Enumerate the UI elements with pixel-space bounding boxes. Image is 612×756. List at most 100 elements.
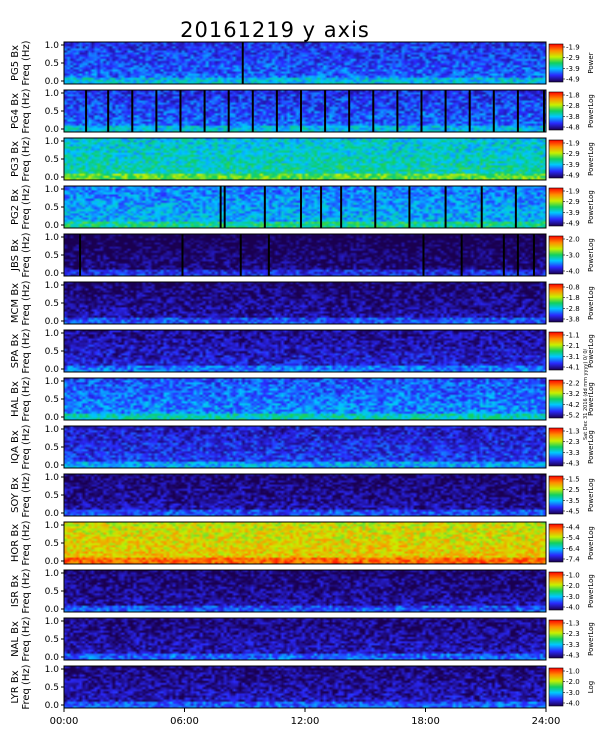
colorbar-tick-label: -6.4	[566, 545, 580, 553]
panel-spa: 1.0 0.5 0.0 SPA BxFreq (Hz) -1.1 -2.1 -3.1 -4.1…	[10, 328, 595, 375]
colorbar-tick-label: -2.0	[566, 678, 580, 686]
y-tick-label: 0.5	[45, 443, 59, 453]
y-tick-label: 1.0	[45, 41, 60, 51]
panel-lyr: 1.0 0.5 0.0 LYR BxFreq (Hz) -1.0 -2.0 -3.0 -4.0…	[10, 664, 595, 711]
y-tick-label: 1.0	[45, 377, 60, 387]
y-tick-label: 0.0	[45, 221, 60, 231]
panel-pg3: 1.0 0.5 0.0 PG3 BxFreq (Hz) -1.9 -2.9 -3.9 -4.9…	[10, 136, 595, 183]
data-gap-pg4	[107, 90, 110, 132]
colorbar-tick-label: -7.4	[566, 556, 580, 564]
y-tick-label: 0.5	[45, 587, 59, 597]
y-tick-label: 0.0	[45, 77, 60, 87]
colorbar-tick-label: -4.9	[566, 220, 580, 228]
colorbar-tick-label: -3.2	[566, 390, 580, 398]
y-tick-label: 0.5	[45, 347, 59, 357]
colorbar-tick-label: -1.5	[566, 476, 580, 484]
y-axis-label-line1: SOY Bx	[10, 477, 21, 513]
colorbar-tick-label: -1.8	[566, 294, 580, 302]
spectrogram-pg5	[64, 42, 546, 84]
y-axis-label-line1: JBS Bx	[10, 239, 21, 272]
colorbar-pg2	[548, 187, 564, 227]
colorbar-tick-label: -1.9	[566, 188, 580, 196]
y-axis-label-line2: Freq (Hz)	[21, 184, 32, 229]
y-tick-label: 0.0	[45, 461, 60, 471]
y-tick-label: 1.0	[45, 425, 60, 435]
y-axis-label-line2: Freq (Hz)	[21, 40, 32, 85]
colorbar-label-jbs: PowerLog	[587, 238, 595, 272]
colorbar-tick-label: -2.9	[566, 150, 580, 158]
data-gap-jbs	[532, 234, 535, 276]
data-gap-pg4	[542, 90, 545, 132]
data-gap-pg2	[219, 186, 222, 228]
y-axis-label-line2: Freq (Hz)	[21, 280, 32, 325]
spectrogram-soy	[64, 474, 546, 516]
x-tick-label: 18:00	[411, 716, 440, 727]
y-tick-label: 0.0	[45, 317, 60, 327]
colorbar-tick-label: -3.8	[566, 316, 580, 324]
colorbar-tick-label: -3.3	[566, 449, 580, 457]
y-axis-label-line2: Freq (Hz)	[21, 232, 32, 277]
y-tick-label: 0.5	[45, 491, 59, 501]
colorbar-isr	[548, 571, 564, 611]
colorbar-tick-label: -4.0	[566, 700, 580, 708]
y-tick-label: 1.0	[45, 185, 60, 195]
colorbar-label-nal: PowerLog	[587, 622, 595, 656]
data-gap-pg4	[85, 90, 88, 132]
y-tick-label: 0.5	[45, 251, 59, 261]
colorbar-tick-label: -4.9	[566, 76, 580, 84]
y-axis-label-line1: PG2 Bx	[10, 189, 21, 225]
y-tick-label: 0.0	[45, 557, 60, 567]
data-gap-pg2	[374, 186, 377, 228]
colorbar-nal	[548, 619, 564, 659]
colorbar-tick-label: -4.8	[566, 124, 580, 132]
y-axis-label-mcm: MCM BxFreq (Hz)	[10, 280, 32, 325]
data-gap-pg2	[340, 186, 343, 228]
colorbar-hal	[548, 379, 564, 419]
data-gap-jbs	[79, 234, 82, 276]
y-tick-label: 0.0	[45, 365, 60, 375]
y-tick-label: 0.0	[45, 125, 60, 135]
colorbar-tick-label: -4.4	[566, 524, 580, 532]
colorbar-tick-label: -2.8	[566, 102, 580, 110]
y-axis-label-line2: Freq (Hz)	[21, 424, 32, 469]
colorbar-tick-label: -4.0	[566, 268, 580, 276]
y-axis-label-line1: HAL Bx	[10, 381, 21, 417]
y-axis-label-jbs: JBS BxFreq (Hz)	[10, 232, 32, 277]
colorbar-label-pg2: PowerLog	[587, 190, 595, 224]
x-tick-label: 06:00	[170, 716, 199, 727]
y-axis-label-line1: ISR Bx	[10, 575, 21, 607]
colorbar-mcm	[548, 283, 564, 323]
colorbar-tick-label: -0.8	[566, 284, 580, 292]
colorbar-tick-label: -3.5	[566, 497, 580, 505]
colorbar-tick-label: -2.0	[566, 236, 580, 244]
y-tick-label: 0.0	[45, 173, 60, 183]
panel-pg4: 1.0 0.5 0.0 PG4 BxFreq (Hz) -1.8 -2.8 -3.8 -4.8…	[10, 88, 595, 135]
colorbar-tick-label: -1.9	[566, 140, 580, 148]
data-gap-pg4	[227, 90, 230, 132]
spectrogram-iqa	[64, 426, 546, 468]
colorbar-tick-label: -3.0	[566, 252, 580, 260]
data-gap-pg2	[514, 186, 517, 228]
y-tick-label: 0.5	[45, 203, 59, 213]
spectrogram-isr	[64, 570, 546, 612]
colorbar-soy	[548, 475, 564, 515]
colorbar-tick-label: -4.3	[566, 460, 580, 468]
y-axis-label-line2: Freq (Hz)	[21, 328, 32, 373]
spectrogram-pg2	[64, 186, 546, 228]
data-gap-pg4	[324, 90, 327, 132]
colorbar-hor	[548, 523, 564, 563]
colorbar-tick-label: -1.3	[566, 428, 580, 436]
data-gap-pg4	[179, 90, 182, 132]
y-axis-label-pg5: PG5 BxFreq (Hz)	[10, 40, 32, 85]
data-gap-jbs	[516, 234, 519, 276]
data-gap-pg4	[299, 90, 302, 132]
y-axis-label-line2: Freq (Hz)	[21, 664, 32, 709]
y-axis-label-hor: HOR BxFreq (Hz)	[10, 520, 32, 565]
colorbar-tick-label: -3.8	[566, 113, 580, 121]
colorbar-tick-label: -3.0	[566, 689, 580, 697]
colorbar-tick-label: -4.2	[566, 401, 580, 409]
x-tick-label: 12:00	[291, 716, 320, 727]
colorbar-tick-label: -5.2	[566, 412, 580, 420]
y-axis-label-line1: PG3 Bx	[10, 141, 21, 177]
